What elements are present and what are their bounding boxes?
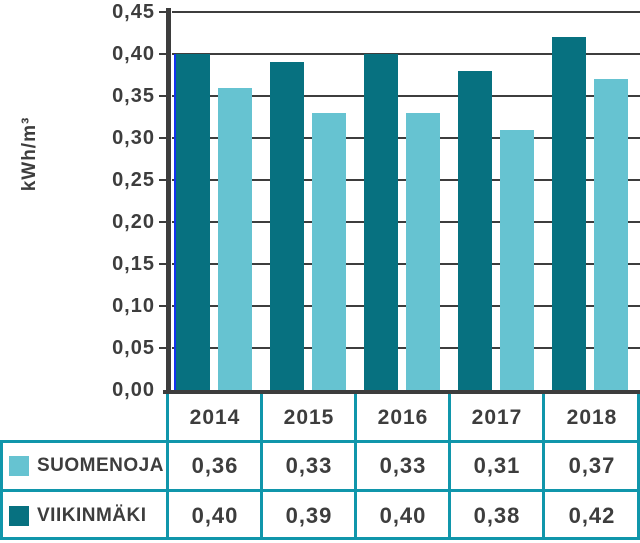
bar-viikinmaki-2014 xyxy=(176,54,210,390)
y-tick-label: 0,20 xyxy=(112,211,155,233)
legend-viikinmaki: VIIKINMÄKI xyxy=(0,491,168,540)
y-tick-label: 0,00 xyxy=(112,379,155,401)
table-border-v-col1 xyxy=(166,394,169,540)
bar-viikinmaki-2017 xyxy=(458,71,492,390)
table-border-h-row2-top xyxy=(0,440,640,443)
table-value-cell: 0,36 xyxy=(191,453,239,478)
y-tick-label: 0,10 xyxy=(112,295,155,317)
table-value-cell: 0,33 xyxy=(379,453,427,478)
plot-left-accent-line xyxy=(174,54,176,390)
table-header-year: 2016 xyxy=(377,405,429,429)
table-value-cell: 0,37 xyxy=(568,453,616,478)
y-axis-tick-0,40 xyxy=(159,53,167,55)
table-header-year: 2018 xyxy=(566,405,618,429)
table-border-v-col2 xyxy=(260,394,263,540)
y-axis-line xyxy=(166,8,171,394)
legend-label-viikinmaki: VIIKINMÄKI xyxy=(37,504,147,526)
legend-label-suomenoja: SUOMENOJA xyxy=(37,455,164,476)
y-tick-label: 0,45 xyxy=(112,1,155,23)
table-border-v-col4 xyxy=(448,394,451,540)
table-value-cell: 0,38 xyxy=(473,502,521,528)
table-header-year: 2014 xyxy=(189,405,241,429)
table-value-cell: 0,39 xyxy=(285,502,333,528)
gridline-0,35 xyxy=(172,95,640,97)
table-value-cell: 0,40 xyxy=(379,502,427,528)
data-table: 2014 2015 2016 2017 2018 SUOMENOJA 0,36 … xyxy=(0,394,640,540)
y-axis-tick-0,05 xyxy=(159,347,167,349)
y-axis-tick-0,30 xyxy=(159,137,167,139)
gridline-0,40 xyxy=(172,53,640,55)
y-tick-label: 0,15 xyxy=(112,253,155,275)
bar-suomenoja-2016 xyxy=(406,113,440,390)
y-tick-label: 0,30 xyxy=(112,127,155,149)
table-border-v-left xyxy=(0,440,3,540)
bar-suomenoja-2018 xyxy=(594,79,628,390)
x-axis-line xyxy=(163,390,640,394)
viikinmaki-color-swatch xyxy=(9,505,29,526)
y-tick-label: 0,25 xyxy=(112,169,155,191)
table-header-year: 2017 xyxy=(471,405,523,429)
gridline-0,45 xyxy=(172,11,640,13)
table-value-cell: 0,33 xyxy=(285,453,333,478)
y-axis-tick-0,15 xyxy=(159,263,167,265)
bar-viikinmaki-2018 xyxy=(552,37,586,390)
table-value-cell: 0,42 xyxy=(568,502,616,528)
y-axis-tick-0,35 xyxy=(159,95,167,97)
table-header-year: 2015 xyxy=(283,405,335,429)
table-border-v-col5 xyxy=(542,394,545,540)
bar-suomenoja-2014 xyxy=(218,88,252,390)
table-value-cell: 0,40 xyxy=(191,502,239,528)
table-border-h-row3-top xyxy=(0,489,640,492)
bar-viikinmaki-2015 xyxy=(270,62,304,390)
bar-suomenoja-2017 xyxy=(500,130,534,390)
table-border-v-right xyxy=(637,394,640,540)
y-axis-tick-0,45 xyxy=(159,11,167,13)
y-tick-label: 0,40 xyxy=(112,43,155,65)
y-axis-tick-0,10 xyxy=(159,305,167,307)
y-axis-tick-0,20 xyxy=(159,221,167,223)
table-border-h-bottom xyxy=(0,537,640,540)
table-corner-cell xyxy=(0,394,168,441)
table-value-cell: 0,31 xyxy=(473,453,521,478)
bar-suomenoja-2015 xyxy=(312,113,346,390)
bar-viikinmaki-2016 xyxy=(364,54,398,390)
y-tick-label: 0,05 xyxy=(112,337,155,359)
table-border-v-col3 xyxy=(354,394,357,540)
suomenoja-color-swatch xyxy=(9,456,29,476)
y-tick-label: 0,35 xyxy=(112,85,155,107)
y-axis-tick-0,25 xyxy=(159,179,167,181)
legend-suomenoja: SUOMENOJA xyxy=(0,441,168,491)
